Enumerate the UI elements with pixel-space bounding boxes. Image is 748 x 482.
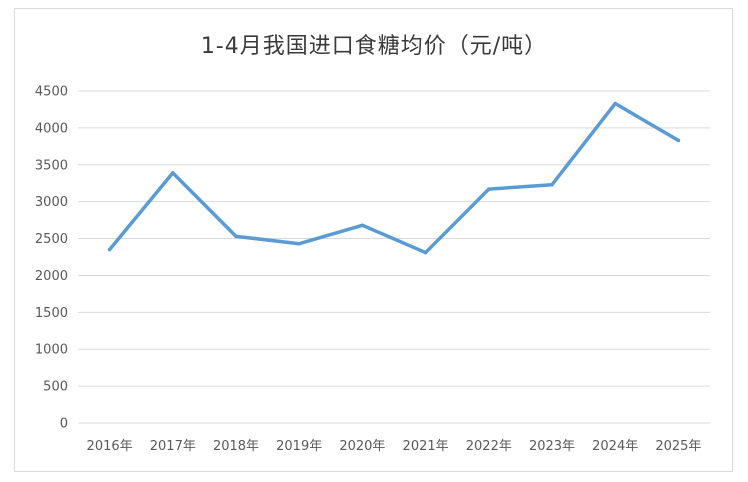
y-tick-label: 1500: [35, 306, 68, 321]
y-tick-label: 3000: [35, 195, 68, 210]
series-group: [107, 101, 681, 255]
chart-frame: [14, 8, 733, 472]
data-point: [613, 101, 617, 106]
data-point: [487, 187, 491, 191]
y-tick-label: 2500: [35, 232, 68, 247]
data-point: [550, 182, 554, 187]
x-tick-label: 2022年: [466, 439, 512, 454]
y-tick-label: 2000: [35, 269, 68, 284]
y-tick-label: 0: [60, 417, 68, 432]
x-tick-label: 2024年: [592, 439, 638, 454]
data-point: [107, 247, 112, 252]
data-point: [423, 250, 428, 255]
y-axis-ticks: 0 500 1000 1500 2000 2500 3000 3500 4000 4500: [35, 85, 68, 432]
data-point: [171, 171, 175, 175]
data-point: [234, 234, 238, 239]
x-tick-label: 2018年: [213, 439, 259, 454]
y-tick-label: 3500: [35, 158, 68, 173]
x-axis-ticks: 2016年 2017年 2018年 2019年 2020年 2021年 2022年 2023年…: [87, 439, 702, 454]
y-tick-label: 500: [43, 380, 68, 395]
y-tick-label: 4000: [35, 121, 68, 136]
x-tick-label: 2020年: [339, 439, 385, 454]
x-tick-label: 2023年: [529, 439, 575, 454]
x-tick-label: 2021年: [403, 439, 449, 454]
grid-lines: [78, 90, 710, 424]
data-point: [297, 241, 301, 246]
x-tick-label: 2025年: [655, 439, 701, 454]
x-tick-label: 2016年: [87, 439, 133, 454]
x-tick-label: 2017年: [150, 439, 196, 454]
y-tick-label: 4500: [35, 85, 68, 100]
y-tick-label: 1000: [35, 343, 68, 358]
data-point: [360, 223, 365, 228]
data-point: [676, 138, 681, 143]
series-line-0: [107, 101, 681, 255]
chart-title: 1-4月我国进口食糖均价（元/吨）: [200, 34, 548, 59]
x-tick-label: 2019年: [276, 439, 322, 454]
